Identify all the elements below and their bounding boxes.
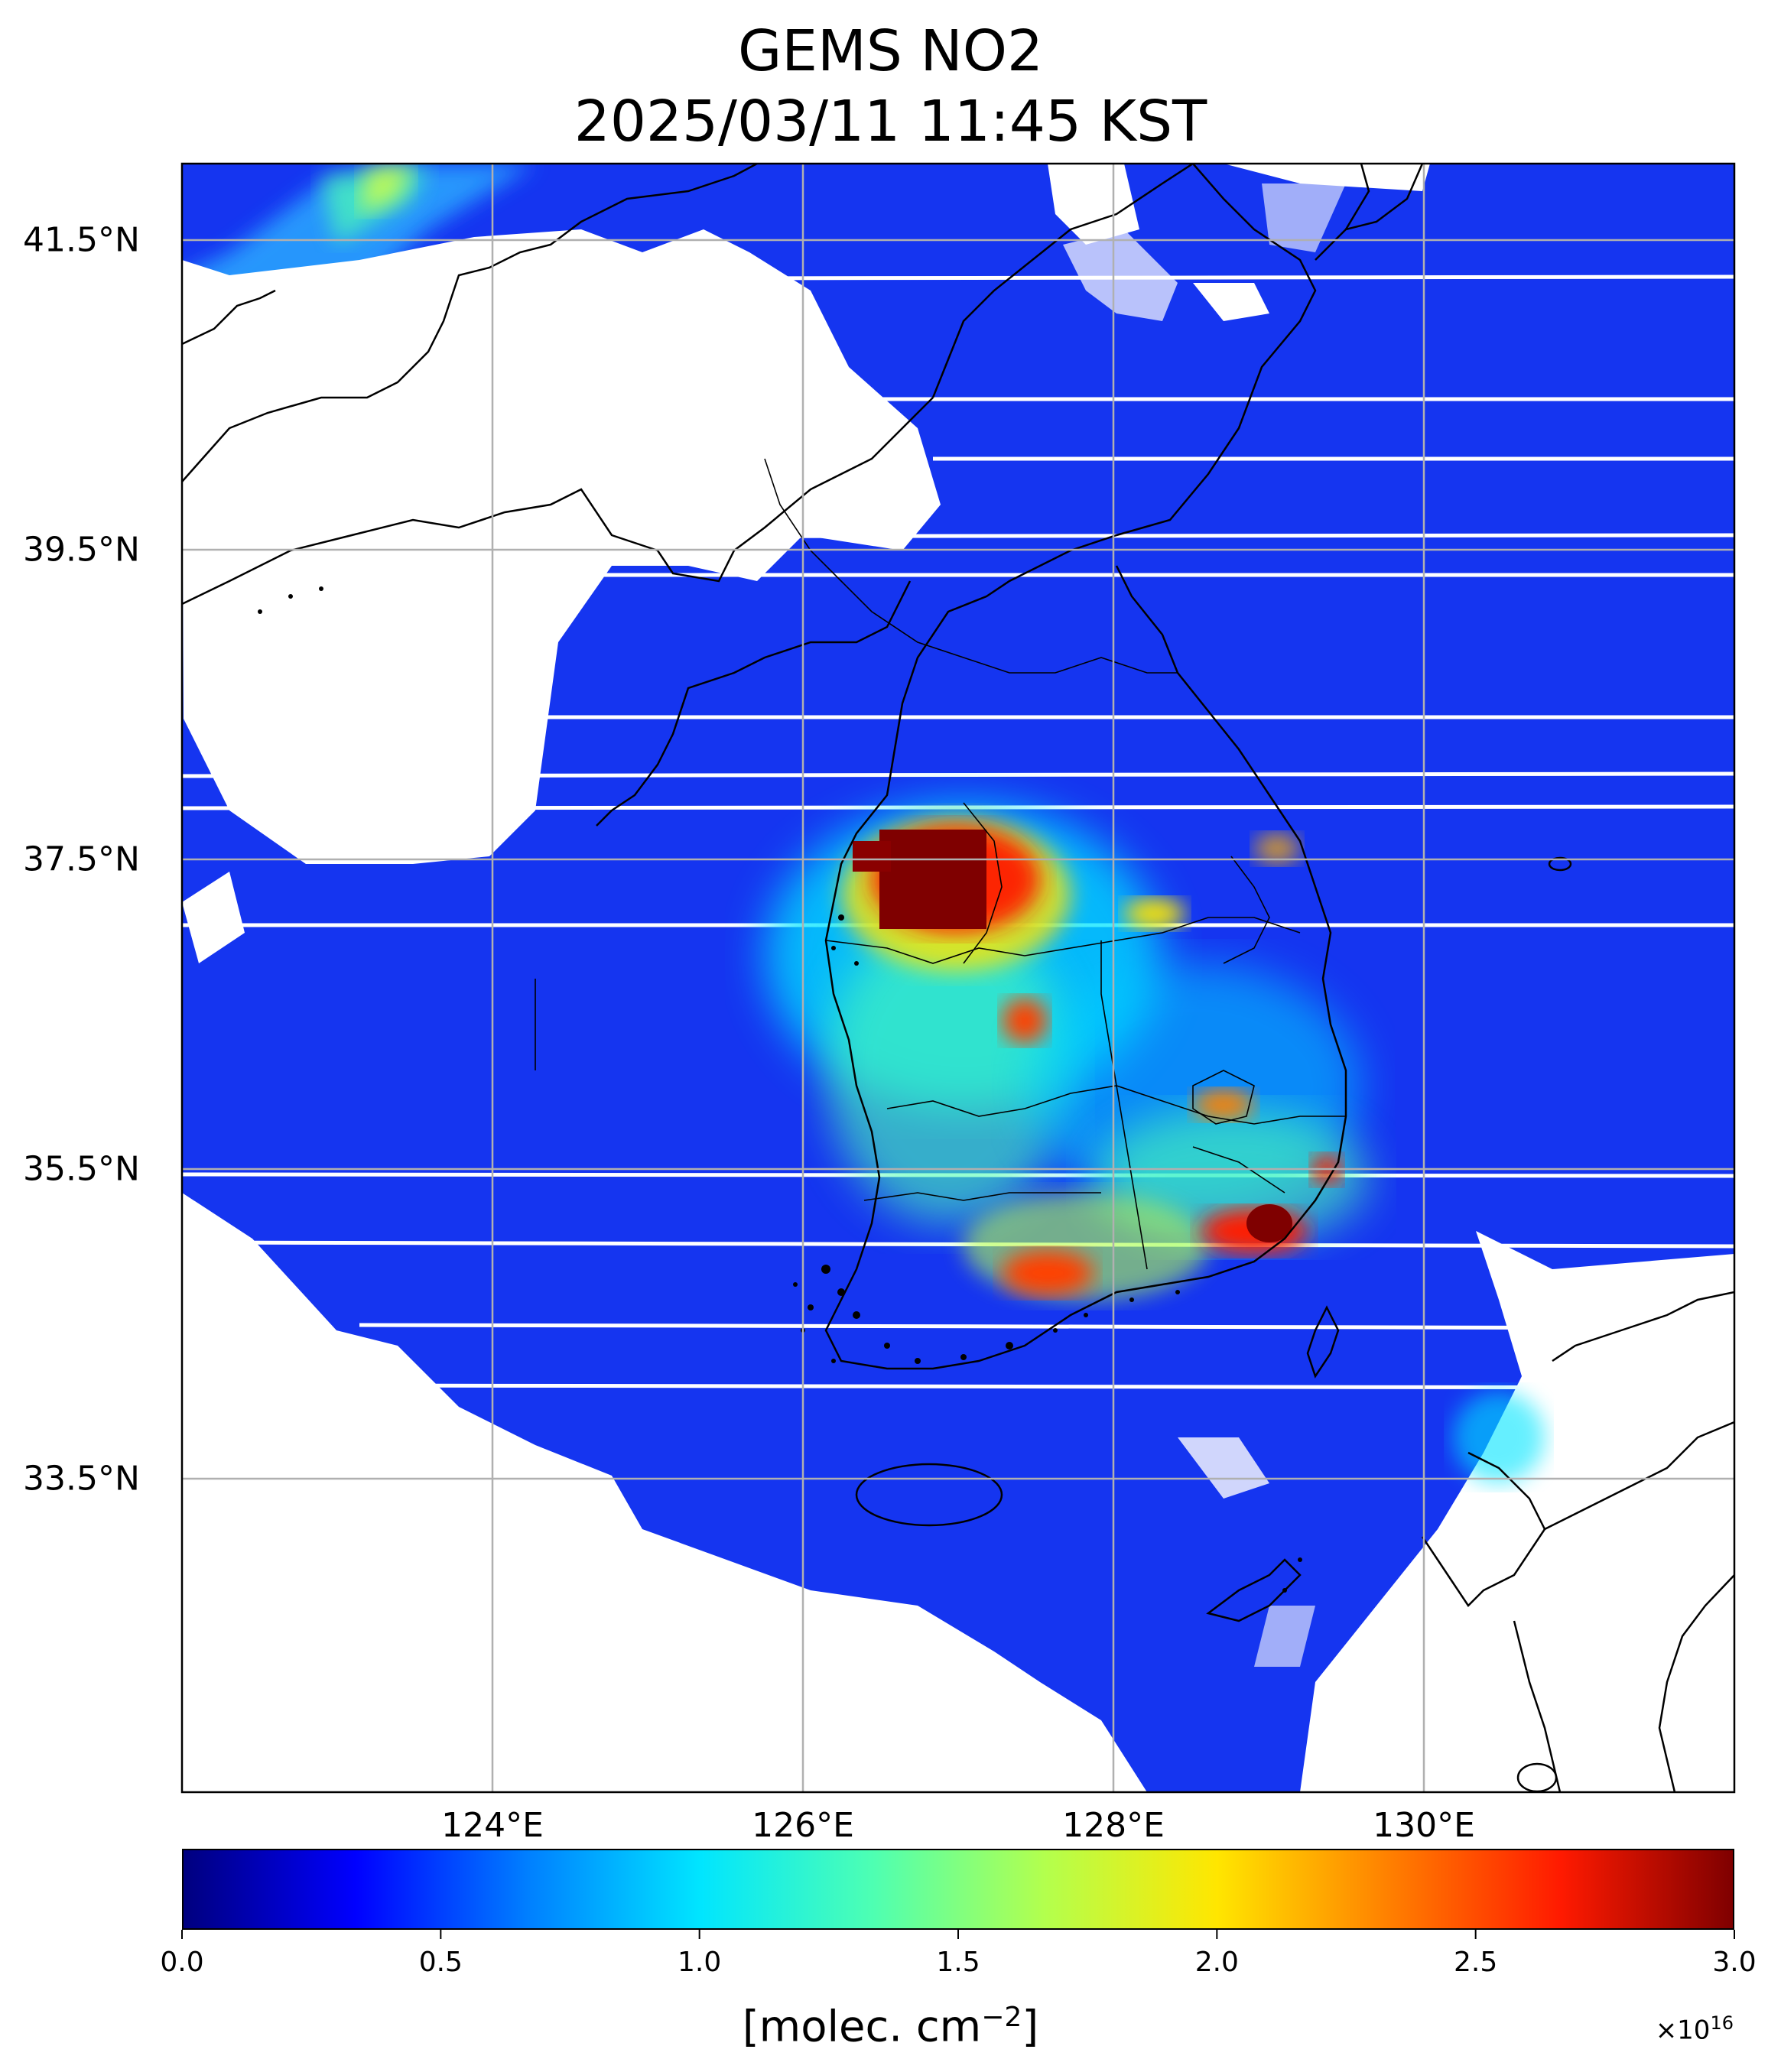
lon-tick-label: 130°E <box>1373 1806 1475 1845</box>
map-title: GEMS NO2 <box>737 18 1044 84</box>
colorbar-tick-label: 1.5 <box>936 1947 980 1978</box>
lat-tick-label: 33.5°N <box>23 1459 140 1499</box>
lat-tick-label: 37.5°N <box>23 840 140 879</box>
colorbar-tick-label: 1.0 <box>678 1947 722 1978</box>
lat-tick-label: 39.5°N <box>23 530 140 570</box>
colorbar-tick-marks <box>181 1930 1735 1939</box>
colorbar-tick-label: 0.5 <box>418 1947 463 1978</box>
colorbar <box>182 1849 1734 1930</box>
colorbar-tick-label: 0.0 <box>160 1947 204 1978</box>
islands <box>258 586 1302 1593</box>
map-plot-area <box>182 164 1734 1792</box>
coastlines <box>182 164 1734 1792</box>
gwangyang-hotspot <box>1002 1250 1094 1296</box>
colorbar-unit-label: [molec. cm−2] <box>742 2002 1039 2052</box>
colorbar-tick-label: 2.0 <box>1194 1947 1239 1978</box>
busan-hotspot <box>1246 1204 1292 1242</box>
swath-gap-lines <box>182 274 1734 1390</box>
colorbar-multiplier: ×1016 <box>1655 2012 1734 2046</box>
no-data-regions <box>182 164 1734 1792</box>
map-subtitle-timestamp: 2025/03/11 11:45 KST <box>574 89 1207 154</box>
lon-tick-label: 124°E <box>441 1806 544 1845</box>
gridlines <box>182 164 1734 1792</box>
map-frame <box>180 162 1736 1794</box>
lon-tick-label: 128°E <box>1062 1806 1165 1845</box>
lat-tick-label: 35.5°N <box>23 1149 140 1189</box>
colorbar-tick-label: 3.0 <box>1712 1947 1757 1978</box>
admin-borders <box>535 458 1346 1270</box>
lon-tick-label: 126°E <box>752 1806 854 1845</box>
colorbar-tick-label: 2.5 <box>1454 1947 1498 1978</box>
lat-tick-label: 41.5°N <box>23 220 140 260</box>
seoul-hotspot <box>879 830 986 929</box>
